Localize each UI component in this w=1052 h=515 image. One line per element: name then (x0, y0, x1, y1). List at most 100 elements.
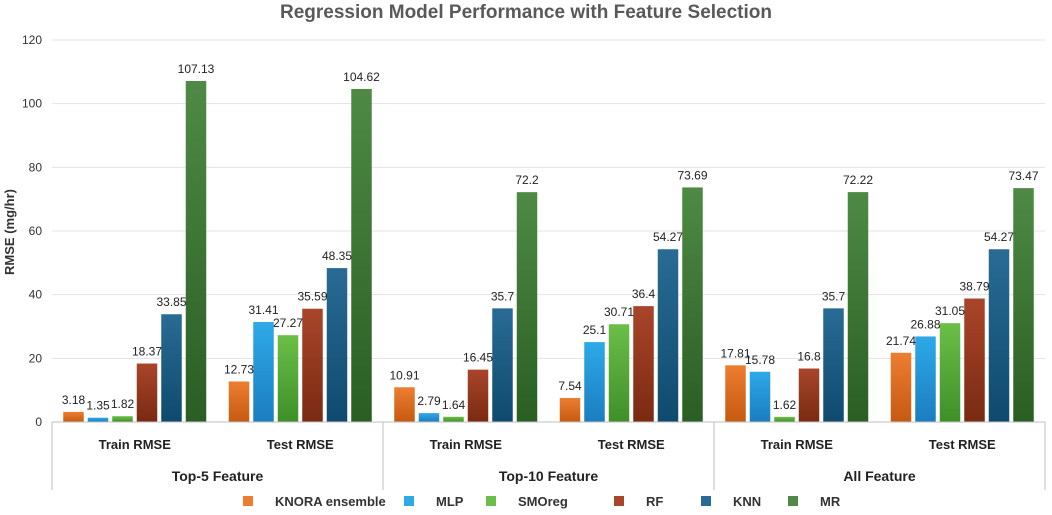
bar-knora-ensemble (890, 352, 912, 422)
data-label: 35.59 (297, 290, 327, 304)
data-labels: 3.18 1.35 1.82 18.37 33.85 107.13 12.73 31.4127… (62, 62, 1039, 413)
data-label: 73.69 (677, 168, 707, 182)
data-label: 72.2 (515, 173, 539, 187)
data-label: 27.27 (273, 316, 303, 330)
bar-knn (988, 249, 1010, 422)
x-category-label: Test RMSE (929, 437, 996, 452)
legend-label: MLP (436, 494, 464, 509)
data-label: 33.85 (156, 295, 186, 309)
bar-mr (351, 88, 372, 423)
data-label: 12.73 (224, 362, 254, 376)
y-tick-label: 40 (29, 288, 43, 302)
data-label: 21.74 (886, 334, 916, 348)
data-label: 2.79 (417, 394, 441, 408)
x-category-label: Train RMSE (761, 437, 834, 452)
data-label: 18.37 (132, 345, 162, 359)
legend-label: SMOreg (518, 494, 568, 509)
data-label: 30.71 (604, 305, 634, 319)
y-axis-label: RMSE (mg/hr) (2, 189, 17, 275)
bar-smoreg (939, 323, 961, 422)
legend-item-mr: MR (788, 494, 841, 509)
data-label: 72.22 (843, 173, 873, 187)
bar-mlp (915, 336, 936, 422)
legend-swatch (404, 496, 414, 506)
legend-item-knora-ensemble: KNORA ensemble (243, 494, 386, 509)
bar-knora-ensemble (228, 381, 250, 422)
bar-rf (964, 298, 985, 422)
x-axis: Train RMSE Test RMSE Top-5 Feature Train RM… (51, 421, 1046, 490)
legend-swatch (701, 496, 711, 506)
data-label: 3.18 (62, 393, 86, 407)
data-label: 31.05 (935, 304, 965, 318)
data-label: 38.79 (959, 280, 989, 294)
data-label: 1.82 (111, 397, 135, 411)
data-label: 107.13 (178, 62, 215, 76)
x-group-label: Top-5 Feature (172, 468, 264, 484)
gridlines (52, 39, 1045, 359)
data-label: 104.62 (343, 70, 380, 84)
bar-smoreg (608, 324, 630, 422)
bar-rf (302, 308, 323, 422)
bar-mlp (87, 417, 109, 422)
bar-knn (657, 249, 679, 422)
bar-knora-ensemble (394, 387, 415, 422)
bar-mr (185, 80, 207, 423)
legend-label: KNN (733, 494, 761, 509)
y-tick-label: 100 (22, 97, 42, 111)
legend-swatch (486, 496, 496, 506)
bar-mlp (253, 322, 274, 422)
bar-smoreg (277, 335, 299, 422)
bar-mr (847, 192, 869, 422)
data-label: 31.41 (248, 303, 278, 317)
bar-rf (136, 363, 158, 422)
legend-label: KNORA ensemble (275, 494, 386, 509)
data-label: 16.45 (463, 351, 493, 365)
data-label: 48.35 (322, 249, 352, 263)
x-group-label: All Feature (843, 468, 916, 484)
data-label: 10.91 (389, 368, 419, 382)
bar-knora-ensemble (725, 365, 746, 422)
data-label: 7.54 (558, 379, 582, 393)
bars (63, 80, 1034, 423)
legend-label: MR (820, 494, 841, 509)
bar-knn (492, 308, 513, 422)
bar-knn (326, 268, 348, 422)
x-category-label: Test RMSE (267, 437, 334, 452)
legend-swatch (243, 496, 253, 506)
bar-mlp (418, 413, 440, 422)
bar-mlp (584, 342, 605, 422)
y-tick-label: 0 (35, 415, 42, 429)
bar-mlp (749, 371, 771, 422)
legend-swatch (788, 496, 798, 506)
legend-item-mlp: MLP (404, 494, 464, 509)
legend-item-knn: KNN (701, 494, 761, 509)
y-axis-ticks: 0 20 40 60 80 100 120 (22, 33, 42, 429)
bar-rf (633, 306, 654, 422)
data-label: 54.27 (653, 230, 683, 244)
legend: KNORA ensemble MLP SMOreg RF KNN MR (243, 494, 841, 509)
y-tick-label: 60 (29, 224, 43, 238)
data-label: 35.7 (822, 289, 846, 303)
bar-smoreg (774, 416, 795, 422)
x-category-label: Train RMSE (430, 437, 503, 452)
bar-smoreg (112, 416, 133, 422)
data-label: 36.4 (632, 287, 656, 301)
data-label: 16.8 (797, 350, 821, 364)
bar-knora-ensemble (559, 397, 581, 422)
bar-mr (1013, 188, 1034, 422)
data-label: 1.35 (86, 399, 110, 413)
x-category-label: Test RMSE (598, 437, 665, 452)
bar-mr (682, 187, 703, 422)
legend-item-rf: RF (614, 494, 663, 509)
bar-smoreg (443, 416, 464, 422)
data-label: 25.1 (583, 323, 607, 337)
data-label: 73.47 (1008, 169, 1038, 183)
data-label: 1.64 (442, 398, 466, 412)
chart-title: Regression Model Performance with Featur… (280, 2, 772, 23)
data-label: 1.62 (773, 398, 797, 412)
bar-knn (823, 308, 844, 422)
legend-swatch (614, 496, 624, 506)
bar-knn (161, 314, 182, 422)
data-label: 54.27 (984, 230, 1014, 244)
